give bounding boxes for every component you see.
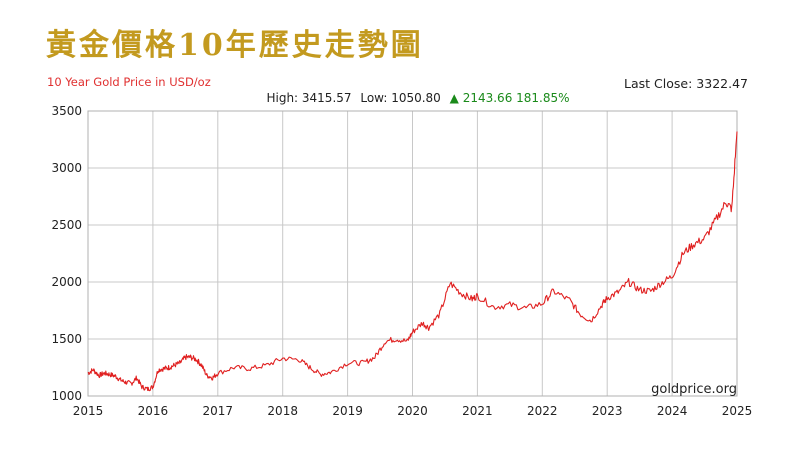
x-tick-label: 2019 bbox=[332, 404, 363, 418]
chart-title: 10 Year Gold Price in USD/oz bbox=[47, 75, 211, 89]
x-tick-label: 2018 bbox=[267, 404, 298, 418]
page-title: 黃金價格10年歷史走勢圖 bbox=[46, 28, 424, 63]
x-tick-label: 2024 bbox=[657, 404, 688, 418]
y-tick-label: 2000 bbox=[51, 275, 82, 289]
x-tick-label: 2015 bbox=[73, 404, 104, 418]
y-axis-ticks: 1000 1500 2000 2500 3000 3500 bbox=[51, 104, 82, 403]
x-tick-label: 2023 bbox=[592, 404, 623, 418]
y-tick-label: 1500 bbox=[51, 332, 82, 346]
high-low-label: High: 3415.57 bbox=[266, 91, 351, 105]
x-tick-label: 2017 bbox=[203, 404, 234, 418]
last-close-label: Last Close: 3322.47 bbox=[624, 76, 748, 91]
y-tick-label: 1000 bbox=[51, 389, 82, 403]
x-tick-label: 2016 bbox=[138, 404, 169, 418]
gold-price-line bbox=[87, 131, 738, 392]
y-tick-label: 2500 bbox=[51, 218, 82, 232]
grid-lines bbox=[87, 110, 738, 397]
x-tick-label: 2025 bbox=[722, 404, 753, 418]
y-tick-label: 3000 bbox=[51, 161, 82, 175]
watermark: goldprice.org bbox=[651, 382, 737, 397]
x-tick-label: 2022 bbox=[527, 404, 558, 418]
x-axis-ticks: 2015 2016 2017 2018 2019 2020 2021 2022 2023 2024… bbox=[73, 404, 753, 418]
y-tick-label: 3500 bbox=[51, 104, 82, 118]
low-label: Low: 1050.80 bbox=[360, 91, 440, 105]
plot-border bbox=[87, 110, 738, 397]
change-label: ▲ 2143.66 181.85% bbox=[450, 91, 570, 105]
stats-line: High: 3415.57 Low: 1050.80 ▲ 2143.66 181… bbox=[266, 91, 569, 105]
series-group bbox=[87, 131, 738, 392]
x-tick-label: 2020 bbox=[397, 404, 428, 418]
x-tick-label: 2021 bbox=[462, 404, 493, 418]
